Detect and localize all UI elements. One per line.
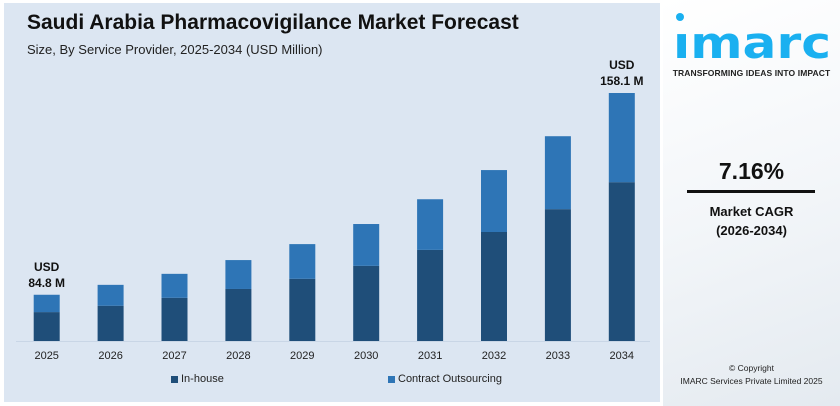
x-tick-label: 2026 — [98, 350, 122, 362]
bar-in-house-2026 — [97, 305, 124, 341]
bar-in-house-2028 — [225, 288, 252, 341]
x-tick-label: 2031 — [418, 350, 442, 362]
data-label-value: 158.1 M — [600, 74, 643, 88]
bar-contract-outsourcing-2028 — [225, 260, 252, 289]
legend-label: In-house — [181, 373, 224, 385]
bar-contract-outsourcing-2033 — [544, 136, 571, 210]
svg-text:ımarc: ımarc — [673, 18, 831, 62]
bar-contract-outsourcing-2034 — [608, 93, 635, 183]
bar-in-house-2031 — [417, 249, 444, 341]
cagr-value: 7.16% — [718, 158, 785, 184]
bar-contract-outsourcing-2029 — [289, 244, 316, 279]
copyright: © Copyright IMARC Services Private Limit… — [663, 362, 840, 388]
data-label-currency: USD — [609, 58, 635, 72]
legend-swatch-in-house — [171, 375, 178, 383]
x-tick-label: 2027 — [162, 350, 186, 362]
legend-item-in-house: In-house — [171, 373, 224, 385]
copyright-company: IMARC Services Private Limited 2025 — [680, 376, 823, 386]
bar-in-house-2025 — [33, 312, 60, 341]
bar-in-house-2030 — [353, 265, 380, 341]
bar-chart: 2025 2026 2027 2028 2029 2030 2031 2032 2033 2034… — [16, 58, 650, 362]
bar-contract-outsourcing-2027 — [161, 273, 188, 298]
bar-in-house-2033 — [544, 209, 571, 341]
x-tick-label: 2032 — [482, 350, 506, 362]
tagline: TRANSFORMING IDEAS INTO IMPACT — [672, 68, 831, 78]
bar-contract-outsourcing-2030 — [353, 224, 380, 266]
x-tick-label: 2034 — [610, 350, 634, 362]
bar-in-house-2027 — [161, 297, 188, 341]
cagr-label-text: Market CAGR — [709, 204, 794, 219]
data-label-currency: USD — [34, 260, 60, 274]
cagr-label: Market CAGR (2026-2034) — [663, 202, 840, 240]
bar-in-house-2034 — [608, 182, 635, 341]
cagr-period: (2026-2034) — [716, 223, 787, 238]
legend-label: Contract Outsourcing — [398, 373, 502, 385]
x-tick-label: 2033 — [546, 350, 570, 362]
x-tick-label: 2030 — [354, 350, 378, 362]
divider — [687, 190, 815, 193]
x-tick-label: 2029 — [290, 350, 314, 362]
legend-item-contract-outsourcing: Contract Outsourcing — [388, 373, 502, 385]
x-tick-label: 2028 — [226, 350, 250, 362]
bar-contract-outsourcing-2031 — [417, 199, 444, 250]
copyright-line: © Copyright — [728, 363, 774, 373]
imarc-logo: ımarc — [673, 13, 831, 62]
x-tick-label: 2025 — [34, 350, 58, 362]
bar-in-house-2029 — [289, 278, 316, 341]
chart-title: Saudi Arabia Pharmacovigilance Market Fo… — [27, 11, 519, 34]
bar-contract-outsourcing-2026 — [97, 284, 124, 306]
sidebar: ımarc TRANSFORMING IDEAS INTO IMPACT 7.1… — [663, 0, 840, 406]
legend-swatch-contract-outsourcing — [388, 375, 395, 383]
data-label-value: 84.8 M — [28, 276, 65, 290]
chart-subtitle: Size, By Service Provider, 2025-2034 (US… — [27, 42, 323, 57]
bar-contract-outsourcing-2025 — [33, 294, 60, 313]
bar-in-house-2032 — [481, 232, 507, 341]
bar-contract-outsourcing-2032 — [481, 170, 507, 233]
